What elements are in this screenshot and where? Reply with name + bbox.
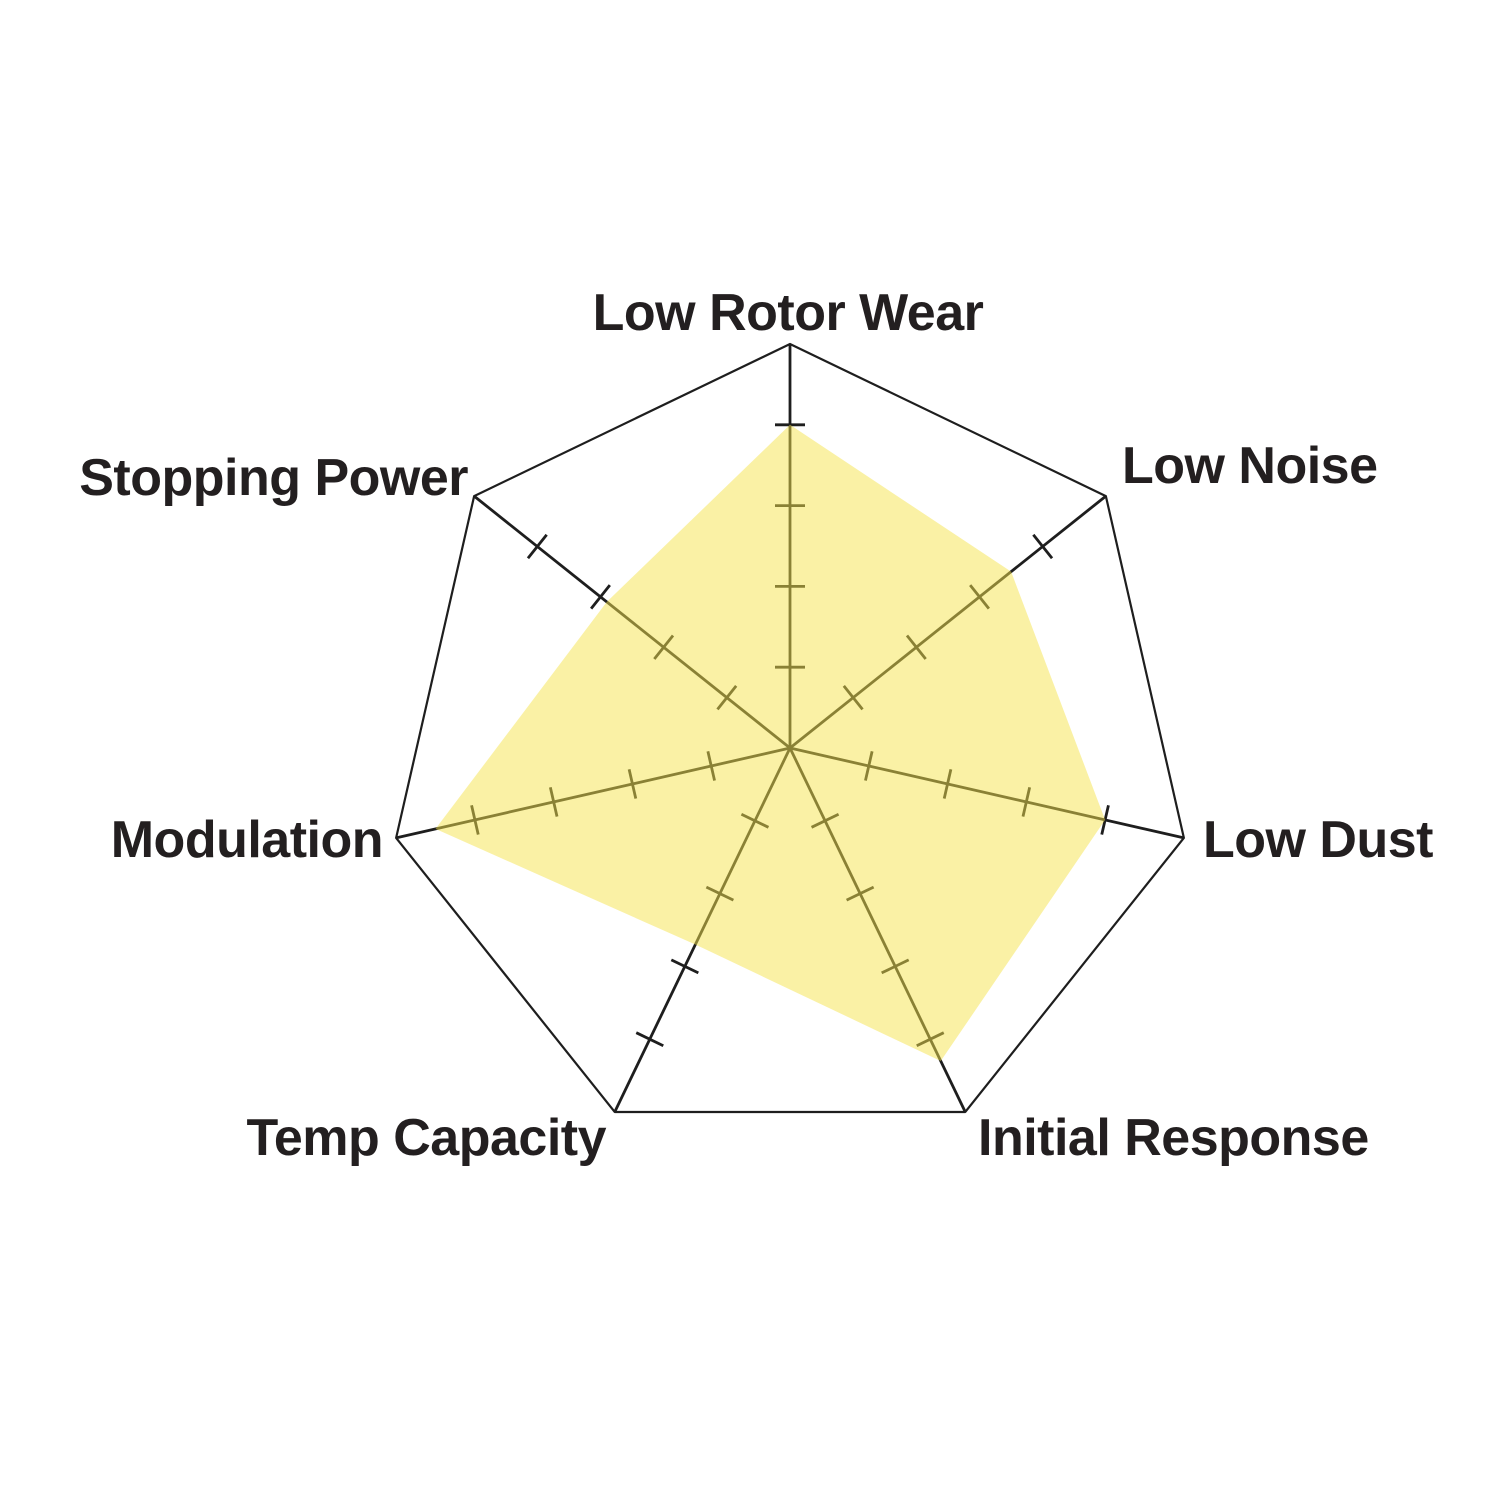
axis-tick [590,584,611,610]
axis-tick [1032,533,1054,560]
axis-label-stopping-power: Stopping Power [79,449,468,507]
data-polygon [435,424,1106,1062]
axis-label-low-rotor-wear: Low Rotor Wear [592,284,984,342]
grid-outer-heptagon [395,342,1185,1114]
axis-tick [635,1031,664,1047]
axis-tick [526,533,548,560]
axis-label-low-dust: Low Dust [1203,811,1433,869]
axis-label-temp-capacity: Temp Capacity [246,1109,606,1167]
axis-label-modulation: Modulation [110,811,384,869]
axis-label-low-noise: Low Noise [1122,437,1378,495]
axis-label-initial-response: Initial Response [978,1109,1369,1167]
axis-tick [670,958,699,975]
